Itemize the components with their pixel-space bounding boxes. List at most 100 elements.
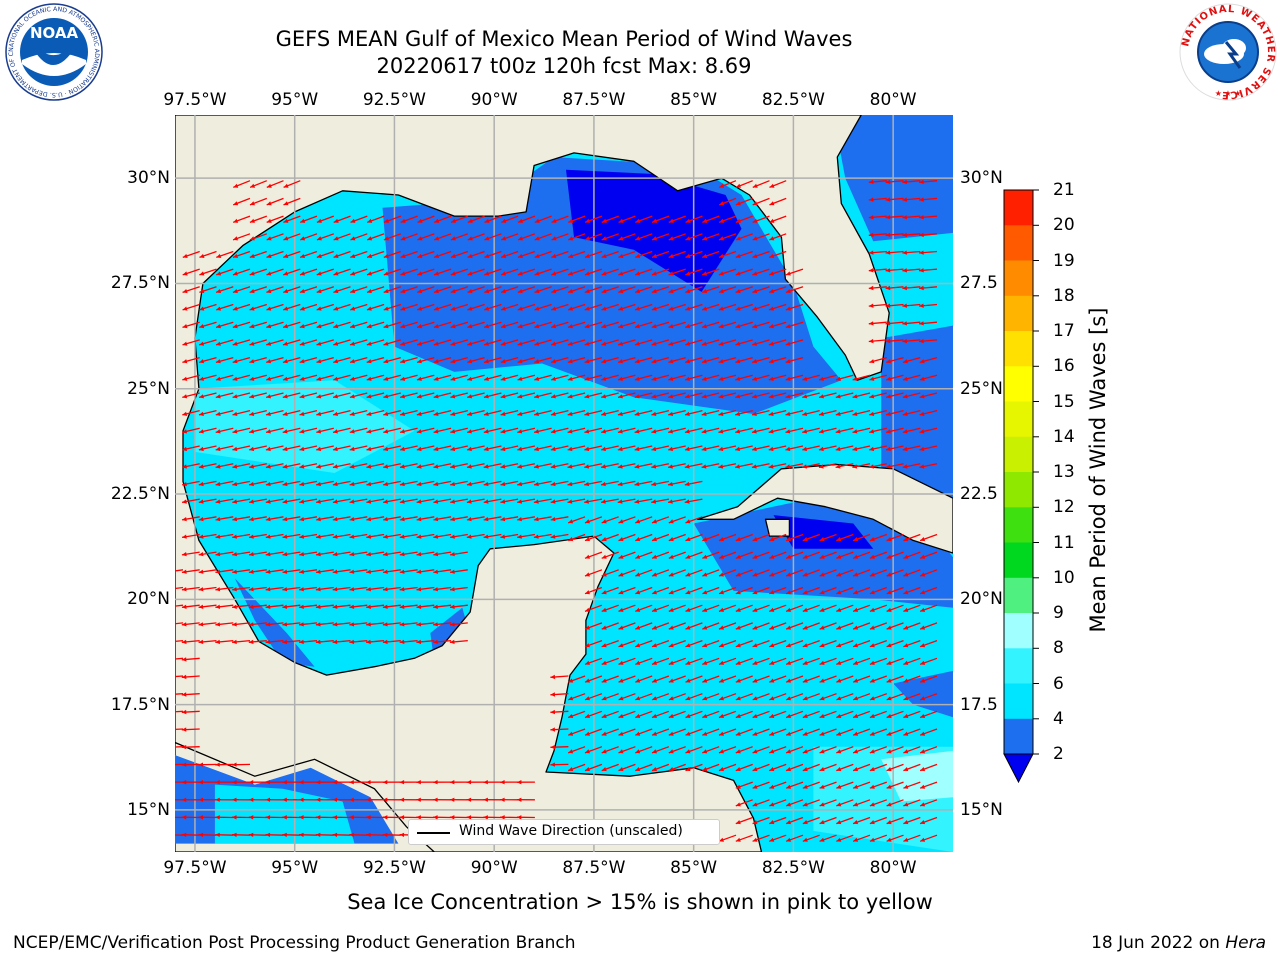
wind-wave-arrow xyxy=(248,533,267,539)
wind-wave-arrow xyxy=(785,746,804,754)
wind-wave-arrow xyxy=(869,427,887,434)
wind-wave-arrow xyxy=(349,569,368,574)
wind-wave-arrow xyxy=(635,746,653,754)
wind-wave-arrow xyxy=(768,339,787,346)
wind-wave-arrow xyxy=(718,763,737,772)
wind-wave-arrow xyxy=(735,180,753,189)
wind-wave-arrow xyxy=(282,604,301,609)
wind-wave-arrow xyxy=(248,604,267,609)
wind-wave-arrow xyxy=(868,250,887,255)
wind-wave-arrow xyxy=(919,392,938,399)
wind-wave-arrow xyxy=(450,286,469,294)
lon-tick-bottom: 85°W xyxy=(670,858,718,878)
wind-wave-arrow xyxy=(533,445,552,452)
wind-wave-arrow xyxy=(215,480,234,487)
wind-wave-arrow xyxy=(181,674,200,680)
wind-wave-arrow xyxy=(852,604,871,613)
lon-tick-bottom: 82.5°W xyxy=(761,858,825,878)
wind-wave-arrow xyxy=(903,569,921,577)
wind-wave-arrow xyxy=(182,427,200,434)
wind-wave-arrow xyxy=(903,763,921,772)
wind-wave-arrow xyxy=(316,250,335,259)
wind-wave-arrow xyxy=(685,710,703,719)
wind-wave-arrow xyxy=(550,374,569,381)
wind-wave-arrow xyxy=(802,427,820,434)
wind-wave-arrow xyxy=(634,409,653,416)
wind-wave-arrow xyxy=(399,569,418,574)
wind-wave-arrow xyxy=(718,356,737,364)
wind-wave-arrow xyxy=(718,392,737,399)
wind-wave-arrow xyxy=(316,215,335,224)
wind-wave-arrow xyxy=(516,780,535,785)
wind-wave-arrow xyxy=(768,250,787,259)
wind-wave-arrow xyxy=(752,657,770,666)
wind-wave-arrow xyxy=(919,657,938,666)
wind-wave-arrow xyxy=(417,268,435,276)
wind-wave-arrow xyxy=(919,604,938,613)
wind-wave-arrow xyxy=(651,409,670,416)
wind-wave-arrow xyxy=(382,639,401,645)
wind-wave-arrow xyxy=(182,409,200,416)
wind-wave-arrow xyxy=(282,339,301,346)
wind-wave-arrow xyxy=(550,692,569,697)
wind-wave-arrow xyxy=(550,762,569,767)
wind-wave-arrow xyxy=(718,268,737,276)
wind-wave-arrow xyxy=(181,498,200,504)
wind-wave-arrow xyxy=(869,639,888,648)
wind-wave-arrow xyxy=(885,409,904,416)
wind-wave-arrow xyxy=(175,639,184,643)
wind-wave-arrow xyxy=(500,445,519,452)
wind-wave-arrow xyxy=(601,250,619,259)
wind-wave-arrow xyxy=(902,250,921,255)
wind-wave-arrow xyxy=(500,339,519,346)
wind-wave-arrow xyxy=(836,816,854,825)
wind-wave-arrow xyxy=(685,657,703,666)
lat-tick-left: 17.5°N xyxy=(110,694,170,715)
wind-wave-arrow xyxy=(366,815,385,820)
wind-wave-arrow xyxy=(584,215,603,224)
wind-wave-arrow xyxy=(282,303,301,311)
wind-wave-arrow xyxy=(735,834,753,842)
wind-wave-arrow xyxy=(433,321,452,329)
wind-wave-arrow xyxy=(516,533,536,539)
wind-wave-arrow xyxy=(651,693,670,701)
colorbar-segment xyxy=(1004,190,1033,226)
lon-tick-bottom: 92.5°W xyxy=(362,858,426,878)
wind-wave-arrow xyxy=(919,338,938,344)
wind-wave-arrow xyxy=(316,356,334,364)
wind-wave-arrow xyxy=(668,427,686,434)
wind-wave-arrow xyxy=(886,551,904,559)
wind-wave-arrow xyxy=(818,374,837,381)
wind-wave-arrow xyxy=(382,533,401,539)
wind-wave-arrow xyxy=(198,516,217,522)
wind-wave-arrow xyxy=(734,463,753,469)
wind-wave-arrow xyxy=(701,303,720,311)
wind-wave-arrow xyxy=(618,569,636,577)
wind-wave-arrow xyxy=(550,674,569,680)
wind-wave-arrow xyxy=(836,693,854,701)
wind-wave-arrow xyxy=(332,463,351,469)
wind-wave-arrow xyxy=(567,728,586,736)
wind-wave-arrow xyxy=(450,339,468,346)
wind-wave-arrow xyxy=(618,516,636,524)
wind-wave-arrow xyxy=(852,746,871,754)
wind-wave-arrow xyxy=(869,551,888,559)
wind-wave-arrow xyxy=(383,427,401,434)
wind-wave-arrow xyxy=(215,516,234,522)
wind-wave-arrow xyxy=(885,197,904,202)
wind-wave-arrow xyxy=(919,675,938,683)
wind-wave-arrow xyxy=(400,233,418,241)
wind-wave-arrow xyxy=(769,746,787,754)
wind-wave-arrow xyxy=(349,409,368,416)
wind-wave-arrow xyxy=(701,374,720,381)
wind-wave-arrow xyxy=(886,799,904,807)
wind-wave-arrow xyxy=(685,233,703,241)
wind-wave-arrow xyxy=(685,339,703,346)
wind-wave-arrow xyxy=(232,463,251,469)
wind-wave-arrow xyxy=(265,392,284,399)
wind-wave-arrow xyxy=(332,797,351,802)
wind-wave-arrow xyxy=(902,427,921,434)
lon-tick-bottom: 97.5°W xyxy=(163,858,227,878)
wind-wave-arrow xyxy=(735,799,753,807)
wind-wave-arrow xyxy=(366,604,385,609)
